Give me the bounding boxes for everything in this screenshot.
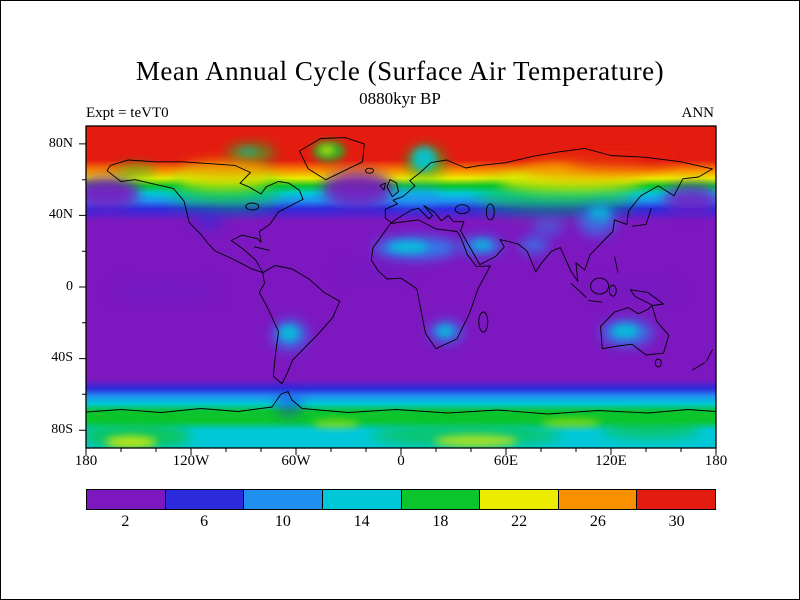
colorbar-label: 6	[200, 513, 209, 530]
y-axis-tick-label: 40N	[48, 207, 73, 222]
coastline-great-lakes	[245, 202, 260, 211]
coastline-sulawesi	[608, 284, 617, 297]
world-map-plot	[79, 125, 717, 455]
coastline-eurasia	[384, 147, 713, 283]
y-axis-tick-label: 80S	[51, 422, 73, 437]
coastline-africa	[370, 219, 491, 350]
coastline-greenland	[299, 137, 365, 181]
colorbar-segment	[557, 489, 638, 510]
experiment-label: Expt = teVT0	[86, 105, 169, 121]
colorbar-label: 30	[668, 513, 685, 530]
y-axis-tick-label: 40S	[51, 350, 73, 365]
colorbar-segment	[164, 489, 245, 510]
y-axis-tick-label: 0	[66, 279, 73, 294]
x-axis-tick-label: 0	[397, 453, 405, 469]
colorbar	[86, 489, 716, 510]
x-axis-tick-label: 60W	[281, 453, 311, 469]
temperature-field	[86, 126, 716, 448]
colorbar-segment	[636, 489, 716, 510]
coastline-cuba	[253, 246, 270, 251]
colorbar-label: 14	[353, 513, 370, 530]
coastlines	[86, 137, 716, 415]
coastline-tasmania	[654, 358, 662, 368]
coastline-australia	[600, 305, 670, 356]
coastline-caspian-sea	[485, 203, 495, 221]
x-axis-tick-label: 180	[704, 453, 728, 469]
coastline-ireland	[379, 182, 386, 191]
coastline-japan	[631, 208, 652, 227]
plot-subtitle: 0880kyr BP	[359, 89, 441, 108]
colorbar-label: 22	[511, 513, 528, 530]
colorbar-label: 10	[274, 513, 291, 530]
plot-title: Mean Annual Cycle (Surface Air Temperatu…	[135, 56, 665, 86]
colorbar-label: 2	[121, 513, 130, 530]
coastline-iceland	[365, 167, 374, 174]
colorbar-label: 18	[432, 513, 449, 530]
coastline-north-america	[106, 159, 304, 274]
coastline-java	[588, 299, 603, 303]
coastline-sumatra	[570, 282, 587, 299]
colorbar-segment	[479, 489, 559, 510]
colorbar-segment	[321, 489, 402, 510]
coastline-philippines	[614, 256, 619, 273]
coastline-new-zealand	[692, 349, 713, 371]
colorbar-segment	[400, 489, 481, 510]
coastline-new-guinea	[629, 289, 664, 306]
x-axis-tick-label: 120W	[172, 453, 210, 469]
coastline-antarctica	[86, 391, 716, 415]
y-axis-tick-label: 80N	[48, 136, 73, 151]
colorbar-segment	[243, 489, 323, 510]
colorbar-labels: 2 6 10 14 18 22 26 30	[86, 513, 716, 531]
coastline-south-america	[258, 265, 341, 385]
x-axis-tick-label: 120E	[595, 453, 627, 469]
coastline-black-sea	[454, 204, 470, 215]
coastline-madagascar	[478, 311, 489, 333]
colorbar-label: 26	[589, 513, 606, 530]
coastline-borneo	[590, 277, 610, 295]
x-axis-tick-label: 180	[74, 453, 98, 469]
axis-ticks	[79, 143, 717, 455]
season-label: ANN	[681, 105, 715, 121]
coastline-britain	[386, 179, 399, 198]
x-axis-tick-label: 60E	[493, 453, 519, 469]
colorbar-segment	[86, 489, 166, 510]
